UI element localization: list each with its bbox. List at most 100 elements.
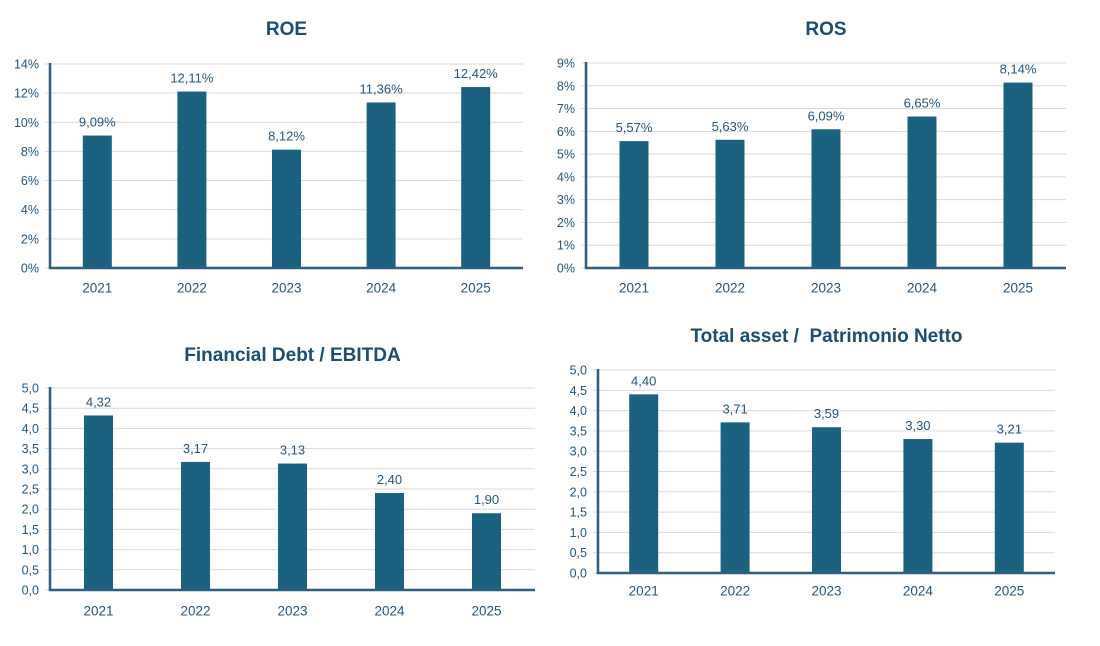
value-labels: 4,32 3,17 3,13 2,40 1,90: [86, 394, 499, 507]
y-tick-label: 0,5: [570, 546, 587, 560]
y-tick-label: 0%: [557, 262, 575, 276]
bars: [82, 87, 491, 269]
x-axis-labels: 2021 2022 2023 2024 2025: [82, 281, 490, 296]
x-tick-label: 2024: [366, 281, 397, 296]
value-label: 3,71: [722, 401, 747, 416]
x-tick-label: 2022: [180, 604, 210, 619]
x-tick-label: 2024: [374, 604, 405, 619]
y-tick-label: 1%: [557, 239, 575, 253]
y-tick-label: 8%: [557, 79, 575, 93]
axes: [584, 62, 1066, 270]
chart-title-financial-debt-ebitda: Financial Debt / EBITDA: [184, 345, 401, 366]
bars: [84, 415, 501, 590]
chart-roe: 0% 2% 4% 6% 8% 10% 12% 14% 9,09% 12,11% 8,12% 11,36…: [0, 0, 550, 320]
chart-title-roe: ROE: [265, 19, 308, 40]
bar-2021: [619, 141, 649, 268]
y-tick-label: 6%: [21, 174, 39, 188]
x-tick-label: 2021: [82, 281, 112, 296]
value-label: 6,09%: [808, 108, 845, 123]
y-tick-label: 4,5: [570, 384, 587, 398]
y-axis-labels: 0% 1% 2% 3% 4% 5% 6% 7% 8% 9%: [557, 57, 575, 276]
y-tick-label: 5%: [557, 148, 575, 162]
value-label: 9,09%: [79, 115, 116, 130]
bar-2023: [812, 427, 841, 573]
bar-2021: [84, 415, 113, 590]
value-label: 12,11%: [170, 71, 214, 86]
y-axis-labels: 0,0 0,5 1,0 1,5 2,0 2,5 3,0 3,5 4,0 4,5 5,0: [22, 382, 39, 598]
bar-2022: [715, 139, 745, 268]
y-tick-label: 10%: [14, 116, 39, 130]
x-tick-label: 2023: [271, 281, 301, 296]
value-label: 3,30: [905, 418, 930, 433]
value-label: 8,12%: [268, 129, 305, 144]
chart-financial-debt-ebitda: 0,0 0,5 1,0 1,5 2,0 2,5 3,0 3,5 4,0 4,5 5,0 4,32 3,1…: [0, 320, 550, 646]
bar-2025: [472, 513, 501, 590]
x-tick-label: 2024: [907, 281, 938, 296]
y-tick-label: 1,0: [570, 526, 587, 540]
bar-2024: [375, 493, 404, 590]
y-tick-label: 4,0: [22, 422, 39, 436]
y-axis-labels: 0,0 0,5 1,0 1,5 2,0 2,5 3,0 3,5 4,0 4,5 5,0: [570, 364, 587, 581]
y-tick-label: 1,5: [22, 523, 39, 537]
y-tick-label: 14%: [14, 58, 39, 72]
y-tick-label: 2,0: [570, 485, 587, 499]
y-tick-label: 1,5: [570, 506, 587, 520]
x-axis-labels: 2021 2022 2023 2024 2025: [83, 604, 501, 619]
bar-2022: [181, 461, 210, 590]
value-label: 11,36%: [360, 81, 404, 96]
value-labels: 4,40 3,71 3,59 3,30 3,21: [631, 373, 1022, 436]
x-tick-label: 2023: [811, 281, 841, 296]
value-label: 3,13: [280, 443, 305, 458]
value-labels: 5,57% 5,63% 6,09% 6,65% 8,14%: [616, 62, 1037, 136]
x-tick-label: 2024: [903, 584, 934, 599]
x-axis-labels: 2021 2022 2023 2024 2025: [629, 584, 1025, 599]
value-labels: 9,09% 12,11% 8,12% 11,36% 12,42%: [79, 66, 498, 144]
x-tick-label: 2025: [461, 281, 491, 296]
bar-2023: [272, 149, 301, 268]
y-axis-labels: 0% 2% 4% 6% 8% 10% 12% 14%: [14, 58, 39, 276]
bar-2024: [903, 439, 933, 573]
x-tick-label: 2025: [1003, 281, 1033, 296]
bar-2022: [177, 91, 207, 268]
x-tick-label: 2021: [629, 584, 659, 599]
y-tick-label: 12%: [14, 87, 39, 101]
y-tick-label: 5,0: [22, 382, 39, 396]
value-label: 5,57%: [616, 120, 653, 135]
value-label: 12,42%: [454, 66, 499, 81]
axes: [48, 63, 523, 270]
value-label: 5,63%: [712, 119, 749, 134]
financial-debt-ebitda-plot: 0,0 0,5 1,0 1,5 2,0 2,5 3,0 3,5 4,0 4,5 5,0 4,32 3,1…: [22, 382, 535, 619]
x-tick-label: 2025: [471, 604, 501, 619]
chart-total-asset-patrimonio-netto: 0,0 0,5 1,0 1,5 2,0 2,5 3,0 3,5 4,0 4,5 5,0 4,40 3,7…: [550, 320, 1100, 646]
value-label: 6,65%: [904, 96, 941, 111]
y-tick-label: 4%: [21, 203, 39, 217]
y-tick-label: 9%: [557, 57, 575, 71]
x-tick-label: 2022: [720, 584, 750, 599]
x-axis-labels: 2021 2022 2023 2024 2025: [619, 281, 1033, 296]
y-tick-label: 0,5: [22, 563, 39, 577]
x-tick-label: 2025: [994, 584, 1024, 599]
y-tick-label: 2%: [557, 216, 575, 230]
bar-2021: [629, 394, 659, 573]
y-tick-label: 2%: [21, 232, 39, 246]
value-label: 4,32: [86, 394, 111, 409]
y-tick-label: 3,5: [22, 442, 39, 456]
bar-2025: [461, 87, 491, 268]
y-tick-label: 0,0: [22, 584, 39, 598]
y-tick-label: 2,5: [570, 465, 587, 479]
value-label: 3,17: [183, 441, 208, 456]
y-tick-label: 3%: [557, 193, 575, 207]
roe-plot: 0% 2% 4% 6% 8% 10% 12% 14% 9,09% 12,11% 8,12% 11,36…: [14, 58, 523, 296]
bar-2021: [82, 135, 112, 268]
x-tick-label: 2023: [811, 584, 841, 599]
x-tick-label: 2022: [715, 281, 745, 296]
y-tick-label: 0,0: [570, 567, 587, 581]
chart-title-ros: ROS: [805, 19, 847, 40]
x-tick-label: 2021: [83, 604, 113, 619]
y-tick-label: 4,0: [570, 404, 587, 418]
value-label: 2,40: [377, 472, 402, 487]
chart-ros: 0% 1% 2% 3% 4% 5% 6% 7% 8% 9% 5,57% 5,63% 6,09% 6,65%…: [550, 0, 1100, 320]
bar-2023: [811, 129, 841, 268]
axes: [48, 387, 535, 592]
